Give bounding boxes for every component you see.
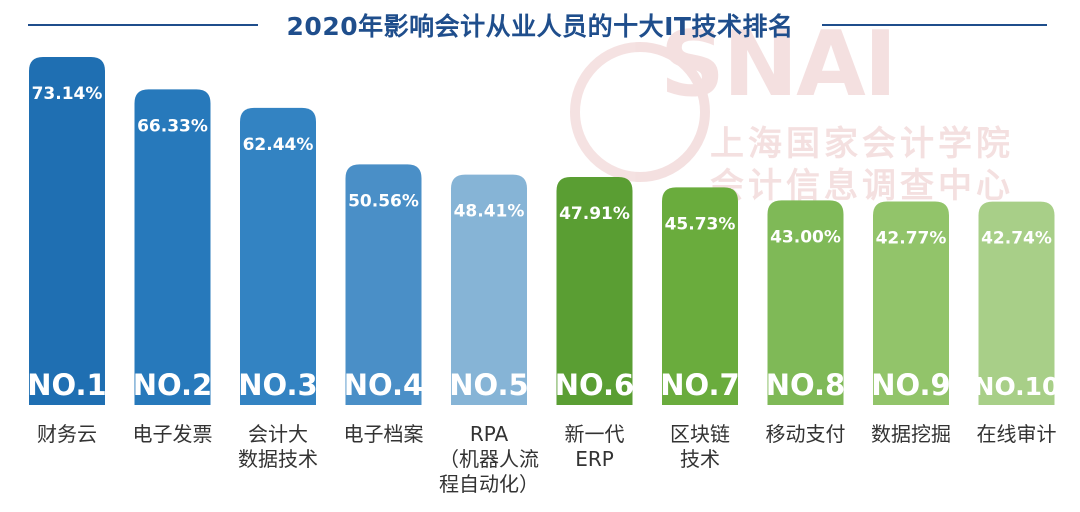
bar	[767, 200, 844, 405]
bar	[345, 164, 422, 405]
title-rule-left	[28, 24, 258, 26]
category-label: ERP	[575, 447, 614, 471]
data-label: 42.74%	[981, 229, 1052, 249]
bar	[978, 201, 1055, 405]
bar	[134, 89, 211, 405]
bar	[662, 187, 738, 405]
bar	[556, 177, 633, 405]
data-label: 62.44%	[243, 135, 314, 155]
rank-label: NO.1	[27, 368, 106, 402]
category-label: 财务云	[37, 422, 97, 446]
data-label: 48.41%	[454, 202, 525, 222]
category-label: （机器人流	[439, 447, 539, 471]
bar	[29, 57, 105, 405]
category-label: 电子档案	[344, 422, 424, 446]
rank-label: NO.3	[238, 368, 317, 402]
category-label: 数据技术	[238, 447, 318, 471]
title-bar: 2020年影响会计从业人员的十大IT技术排名	[0, 0, 1080, 50]
rank-label: NO.10	[974, 372, 1060, 401]
rank-label: NO.9	[871, 368, 950, 402]
data-label: 66.33%	[137, 116, 208, 136]
bar	[873, 201, 949, 405]
rank-label: NO.7	[660, 368, 739, 402]
bar	[240, 107, 316, 405]
category-label: 在线审计	[977, 422, 1057, 446]
chart-title: 2020年影响会计从业人员的十大IT技术排名	[286, 12, 794, 41]
data-label: 73.14%	[32, 84, 103, 104]
category-label: 数据挖掘	[871, 422, 951, 446]
rank-label: NO.8	[766, 368, 845, 402]
data-label: 43.00%	[770, 227, 841, 247]
data-label: 42.77%	[876, 229, 947, 249]
category-label: RPA	[470, 422, 509, 446]
category-label: 会计大	[248, 422, 308, 446]
category-label: 电子发票	[133, 422, 213, 446]
rank-label: NO.5	[449, 368, 528, 402]
rank-label: NO.4	[344, 368, 423, 402]
rank-label: NO.6	[555, 368, 634, 402]
category-label: 程自动化）	[439, 472, 539, 496]
category-label: 区块链	[670, 422, 730, 446]
data-label: 45.73%	[665, 214, 736, 234]
category-label: 新一代	[565, 422, 625, 446]
data-label: 50.56%	[348, 191, 419, 211]
rank-label: NO.2	[133, 368, 212, 402]
category-label: 技术	[680, 447, 720, 471]
title-rule-right	[822, 24, 1047, 26]
bar	[451, 174, 527, 405]
category-label: 移动支付	[766, 422, 846, 446]
data-label: 47.91%	[559, 204, 630, 224]
